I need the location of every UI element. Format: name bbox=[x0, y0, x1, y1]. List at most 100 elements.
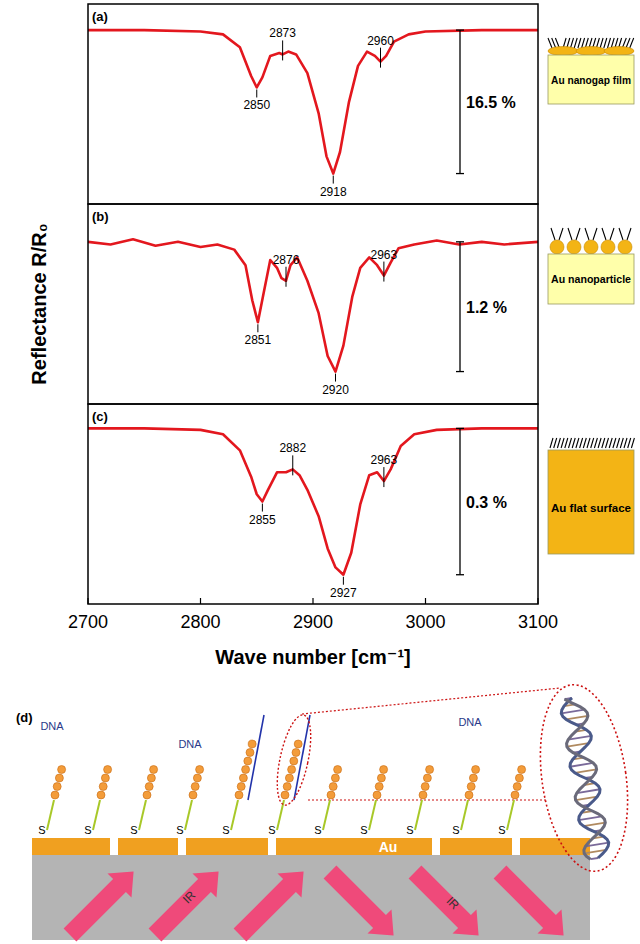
molecule bbox=[627, 228, 631, 240]
au-label: Au bbox=[379, 839, 398, 855]
molecule bbox=[557, 438, 560, 448]
panel-label: (c) bbox=[92, 409, 108, 424]
molecule bbox=[593, 228, 597, 240]
peak-label: 2851 bbox=[245, 333, 272, 347]
base bbox=[419, 791, 427, 799]
depth-cap bbox=[456, 371, 464, 372]
molecule bbox=[552, 38, 556, 48]
base bbox=[235, 791, 243, 799]
base bbox=[294, 740, 302, 748]
molecule bbox=[572, 438, 575, 448]
molecule bbox=[594, 438, 597, 448]
molecule bbox=[583, 438, 586, 448]
depth-bar bbox=[459, 242, 460, 372]
molecule bbox=[613, 438, 616, 448]
linker bbox=[461, 800, 468, 830]
molecule bbox=[617, 438, 620, 448]
schematic-label: Au flat surface bbox=[551, 502, 632, 514]
plot-area bbox=[88, 30, 538, 173]
panel-label: (d) bbox=[16, 710, 33, 725]
molecule bbox=[610, 228, 614, 240]
base bbox=[248, 740, 256, 748]
peak-marker bbox=[383, 262, 384, 282]
molecule bbox=[628, 438, 631, 448]
peak-marker bbox=[380, 48, 381, 68]
molecule bbox=[565, 438, 568, 448]
base bbox=[55, 774, 63, 782]
panel-d: (d)IRIRAuSSSSSSSSSSSDNADNADNA bbox=[16, 679, 639, 941]
molecule bbox=[608, 38, 611, 48]
spectrum-line bbox=[88, 239, 538, 371]
peak-label: 2927 bbox=[330, 586, 357, 600]
base bbox=[239, 774, 247, 782]
gold-block bbox=[32, 838, 110, 855]
zoom-ellipse bbox=[529, 679, 638, 877]
plot-area bbox=[88, 239, 538, 371]
panel: (a)285028732918296016.5 % bbox=[88, 4, 538, 204]
depth-bar bbox=[459, 428, 460, 574]
base bbox=[426, 766, 434, 774]
base bbox=[242, 766, 250, 774]
base bbox=[53, 783, 61, 791]
s-label: S bbox=[360, 824, 367, 836]
dna-label: DNA bbox=[458, 716, 482, 728]
peak-marker bbox=[256, 89, 257, 97]
peak-marker bbox=[292, 455, 293, 475]
base bbox=[244, 757, 252, 765]
ir-arrow-out bbox=[324, 866, 394, 936]
molecule bbox=[620, 438, 623, 448]
plot-frame bbox=[88, 4, 538, 204]
base bbox=[246, 749, 254, 757]
base bbox=[97, 791, 105, 799]
linker bbox=[185, 800, 192, 830]
y-axis-title: Reflectance R/R₀ bbox=[28, 223, 50, 384]
x-tick bbox=[537, 598, 538, 604]
depth-cap bbox=[456, 29, 464, 30]
molecule bbox=[596, 38, 599, 48]
x-tick bbox=[87, 598, 88, 604]
base bbox=[101, 774, 109, 782]
linker bbox=[93, 800, 100, 830]
x-tick bbox=[425, 598, 426, 604]
molecule bbox=[624, 438, 627, 448]
s-label: S bbox=[452, 824, 459, 836]
molecule bbox=[604, 38, 607, 48]
base bbox=[104, 766, 112, 774]
ir-label: IR bbox=[444, 894, 463, 913]
complement-strand bbox=[294, 715, 310, 800]
schematic: Au nanogap film bbox=[548, 38, 634, 104]
molecule bbox=[568, 228, 572, 240]
base-pair bbox=[575, 769, 597, 773]
base bbox=[51, 791, 59, 799]
base bbox=[237, 783, 245, 791]
gold-film bbox=[604, 47, 634, 56]
base bbox=[143, 791, 151, 799]
molecule bbox=[591, 438, 594, 448]
x-tick-label: 3000 bbox=[405, 612, 445, 632]
figure: (a)285028732918296016.5 %Au nanogap film… bbox=[0, 0, 640, 944]
schematic: Au nanoparticle bbox=[548, 228, 634, 304]
base-pair bbox=[584, 823, 606, 827]
molecule bbox=[609, 438, 612, 448]
base bbox=[99, 783, 107, 791]
molecule bbox=[550, 438, 553, 448]
gold-particle bbox=[567, 240, 581, 254]
base bbox=[377, 774, 385, 782]
base bbox=[373, 791, 381, 799]
linker bbox=[231, 800, 238, 830]
molecule bbox=[551, 228, 555, 240]
base bbox=[331, 774, 339, 782]
molecule bbox=[582, 38, 585, 48]
gold-block bbox=[276, 838, 432, 855]
s-label: S bbox=[130, 824, 137, 836]
gold-particle bbox=[601, 240, 615, 254]
substrate bbox=[548, 55, 634, 104]
base bbox=[150, 766, 158, 774]
zoom-line bbox=[302, 688, 560, 714]
peak-marker bbox=[262, 504, 263, 512]
base bbox=[281, 791, 289, 799]
gold-particle bbox=[618, 240, 632, 254]
base bbox=[283, 783, 291, 791]
molecule bbox=[578, 38, 581, 48]
base bbox=[515, 774, 523, 782]
